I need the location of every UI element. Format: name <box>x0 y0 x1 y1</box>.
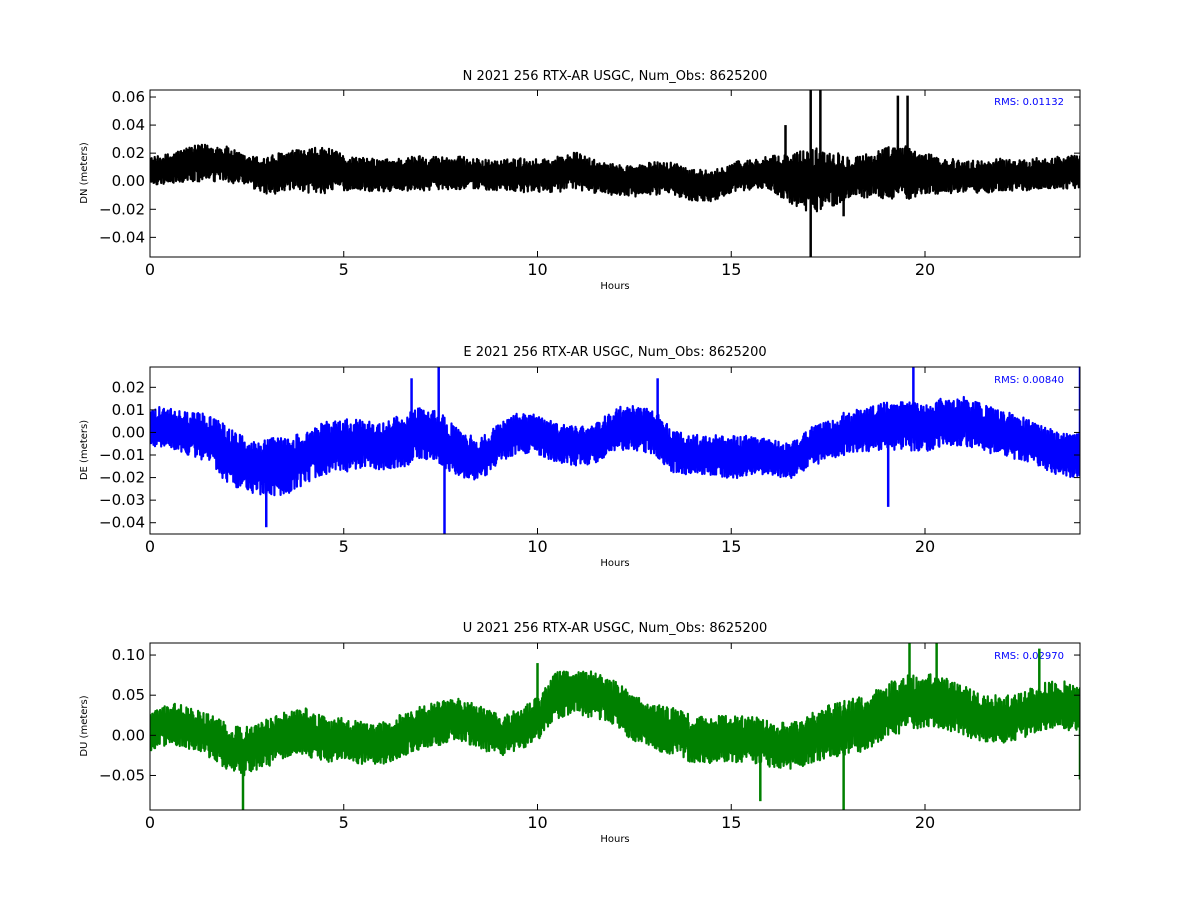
x-tick-label: 10 <box>527 260 547 279</box>
panel-title: E 2021 256 RTX-AR USGC, Num_Obs: 8625200 <box>463 345 766 360</box>
panel-title: N 2021 256 RTX-AR USGC, Num_Obs: 8625200 <box>463 69 768 84</box>
y-tick-label: 0.02 <box>112 378 145 396</box>
x-tick-label: 0 <box>145 537 155 556</box>
x-axis-label: Hours <box>600 558 629 569</box>
x-tick-label: 20 <box>915 813 935 832</box>
x-tick-label: 15 <box>721 260 741 279</box>
y-tick-label: 0.10 <box>112 646 145 664</box>
y-axis-label: DU (meters) <box>79 695 90 756</box>
x-tick-label: 15 <box>721 813 741 832</box>
y-tick-label: 0.00 <box>112 726 145 744</box>
series-trace <box>150 670 1080 777</box>
x-tick-label: 5 <box>339 260 349 279</box>
series-trace <box>150 143 1080 213</box>
x-axis-label: Hours <box>600 834 629 845</box>
x-tick-label: 5 <box>339 813 349 832</box>
rms-annotation: RMS: 0.02970 <box>994 651 1064 662</box>
y-axis-label: DE (meters) <box>79 420 90 480</box>
x-tick-label: 10 <box>527 537 547 556</box>
y-tick-label: 0.00 <box>112 172 145 190</box>
x-tick-label: 10 <box>527 813 547 832</box>
rms-annotation: RMS: 0.01132 <box>994 97 1064 108</box>
y-tick-label: −0.01 <box>99 446 145 464</box>
y-tick-label: 0.01 <box>112 401 145 419</box>
plot-frame <box>149 642 1081 811</box>
y-tick-label: 0.06 <box>112 88 145 106</box>
y-tick-label: 0.02 <box>112 144 145 162</box>
y-tick-label: −0.04 <box>99 228 145 246</box>
panel-title: U 2021 256 RTX-AR USGC, Num_Obs: 8625200 <box>463 621 768 636</box>
plot-frame <box>149 366 1081 535</box>
x-tick-label: 15 <box>721 537 741 556</box>
y-tick-label: 0.04 <box>112 116 145 134</box>
x-axis-label: Hours <box>600 281 629 292</box>
x-tick-label: 0 <box>145 260 155 279</box>
y-axis-label: DN (meters) <box>79 142 90 204</box>
panel-up: U 2021 256 RTX-AR USGC, Num_Obs: 8625200… <box>79 621 1081 845</box>
plot-frame <box>149 89 1081 258</box>
y-tick-label: −0.03 <box>99 491 145 509</box>
x-tick-label: 20 <box>915 537 935 556</box>
y-tick-label: 0.00 <box>112 423 145 441</box>
y-tick-label: 0.05 <box>112 686 145 704</box>
panel-north: N 2021 256 RTX-AR USGC, Num_Obs: 8625200… <box>79 69 1081 292</box>
x-tick-label: 5 <box>339 537 349 556</box>
x-tick-label: 0 <box>145 813 155 832</box>
panel-east: E 2021 256 RTX-AR USGC, Num_Obs: 8625200… <box>79 345 1081 569</box>
series-trace <box>150 395 1080 497</box>
y-tick-label: −0.05 <box>99 766 145 784</box>
x-tick-label: 20 <box>915 260 935 279</box>
rms-annotation: RMS: 0.00840 <box>994 375 1064 386</box>
y-tick-label: −0.04 <box>99 514 145 532</box>
y-tick-label: −0.02 <box>99 469 145 487</box>
y-tick-label: −0.02 <box>99 200 145 218</box>
